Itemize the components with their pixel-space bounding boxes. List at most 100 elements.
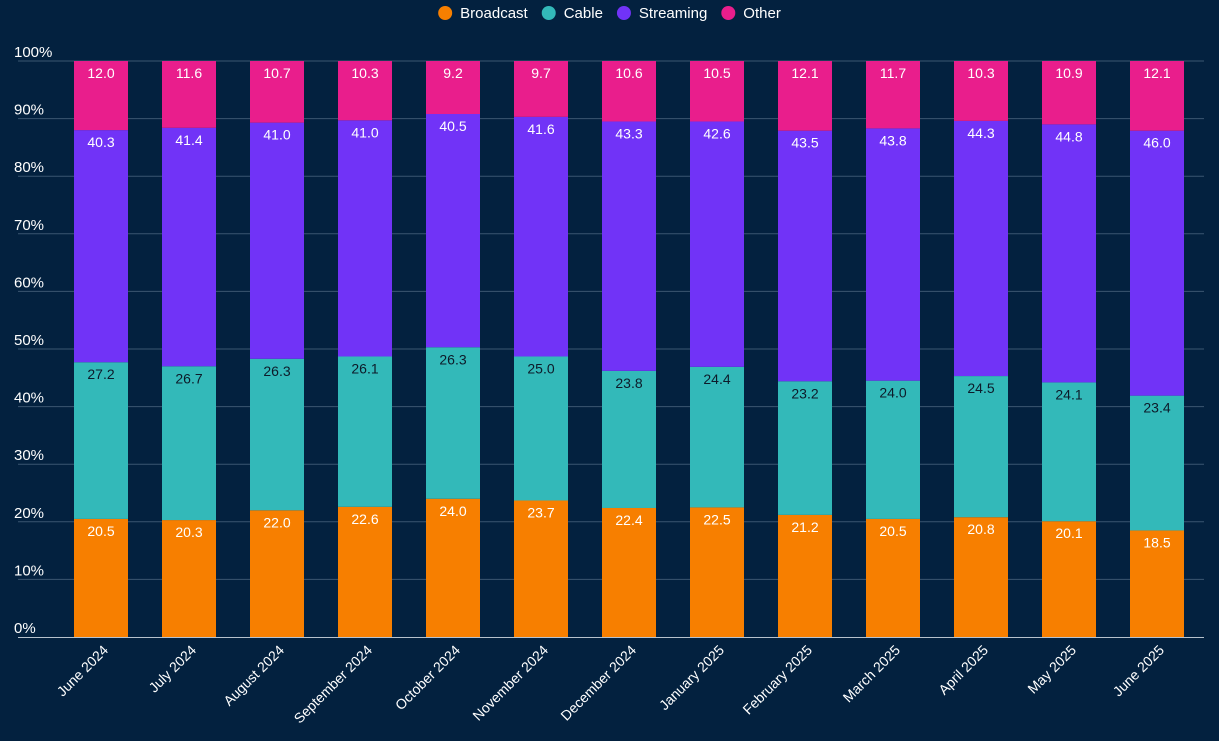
bar-segment-broadcast[interactable] xyxy=(74,518,128,637)
x-tick-label: October 2024 xyxy=(392,642,463,713)
bar-segment-broadcast[interactable] xyxy=(162,520,216,637)
data-label-cable: 23.8 xyxy=(615,375,642,391)
x-tick-label: February 2025 xyxy=(739,642,815,718)
bar-segment-cable[interactable] xyxy=(426,347,480,499)
y-tick-label: 20% xyxy=(14,505,44,522)
data-label-broadcast: 23.7 xyxy=(527,504,554,520)
bar-segment-cable[interactable] xyxy=(250,358,304,511)
data-label-other: 10.7 xyxy=(263,65,290,81)
data-label-other: 12.0 xyxy=(87,65,114,81)
bar-segment-broadcast[interactable] xyxy=(602,507,656,637)
legend-item-streaming[interactable]: Streaming xyxy=(616,5,707,22)
bar-segment-broadcast[interactable] xyxy=(426,498,480,637)
bar-segment-streaming[interactable] xyxy=(690,121,744,367)
bar-segment-streaming[interactable] xyxy=(778,130,832,382)
bar-segment-other[interactable] xyxy=(954,61,1008,121)
bar-segment-other[interactable] xyxy=(602,61,656,122)
bar-segment-cable[interactable] xyxy=(866,380,920,519)
data-label-other: 12.1 xyxy=(791,65,818,81)
bar-segment-other[interactable] xyxy=(690,61,744,122)
bar-segment-streaming[interactable] xyxy=(74,130,128,363)
bar-segment-cable[interactable] xyxy=(74,362,128,519)
x-tick-label: November 2024 xyxy=(469,642,551,724)
data-label-other: 10.9 xyxy=(1055,65,1082,81)
data-label-streaming: 43.3 xyxy=(615,125,642,141)
bar-segment-broadcast[interactable] xyxy=(778,514,832,637)
bar-segment-broadcast[interactable] xyxy=(866,518,920,637)
data-label-broadcast: 24.0 xyxy=(439,503,466,519)
bar-segment-cable[interactable] xyxy=(162,366,216,521)
bar-group-june-2025: 18.5 23.4 46.0 12.1 xyxy=(1130,61,1184,637)
data-label-streaming: 41.0 xyxy=(263,127,290,143)
bar-segment-streaming[interactable] xyxy=(1042,124,1096,383)
bar-segment-broadcast[interactable] xyxy=(1042,521,1096,637)
bar-segment-cable[interactable] xyxy=(514,356,568,501)
bar-segment-streaming[interactable] xyxy=(426,113,480,348)
x-tick-label: December 2024 xyxy=(557,642,639,724)
bar-segment-other[interactable] xyxy=(250,61,304,123)
bar-segment-streaming[interactable] xyxy=(602,121,656,371)
bar-segment-other[interactable] xyxy=(1130,61,1184,131)
data-label-broadcast: 22.5 xyxy=(703,511,730,527)
bar-segment-streaming[interactable] xyxy=(1130,130,1184,396)
legend-item-broadcast[interactable]: Broadcast xyxy=(438,5,529,22)
bar-segment-cable[interactable] xyxy=(690,366,744,508)
bar-segment-other[interactable] xyxy=(1042,61,1096,125)
data-label-cable: 24.4 xyxy=(703,371,730,387)
y-tick-label: 0% xyxy=(14,620,36,637)
bar-segment-cable[interactable] xyxy=(338,356,392,507)
legend-item-other[interactable]: Other xyxy=(721,5,781,22)
bar-segment-other[interactable] xyxy=(778,61,832,131)
bar-segment-other[interactable] xyxy=(866,61,920,129)
data-label-cable: 26.3 xyxy=(263,363,290,379)
data-label-cable: 26.1 xyxy=(351,360,378,376)
bar-segment-broadcast[interactable] xyxy=(690,507,744,637)
bar-segment-streaming[interactable] xyxy=(514,116,568,357)
legend-item-cable[interactable]: Cable xyxy=(541,5,603,22)
data-label-other: 9.7 xyxy=(531,65,551,81)
bar-segment-broadcast[interactable] xyxy=(250,510,304,637)
data-label-streaming: 44.3 xyxy=(967,125,994,141)
data-label-broadcast: 20.5 xyxy=(87,523,114,539)
bar-segment-other[interactable] xyxy=(74,61,128,131)
bar-segment-streaming[interactable] xyxy=(250,122,304,359)
data-label-other: 10.5 xyxy=(703,65,730,81)
x-tick-label: January 2025 xyxy=(656,642,727,713)
bar-group-november-2024: 23.7 25.0 41.6 9.7 xyxy=(514,61,568,637)
bar-group-february-2025: 21.2 23.2 43.5 12.1 xyxy=(778,61,832,637)
data-label-broadcast: 18.5 xyxy=(1143,534,1170,550)
data-label-broadcast: 20.3 xyxy=(175,524,202,540)
bar-segment-streaming[interactable] xyxy=(954,120,1008,377)
bar-segment-broadcast[interactable] xyxy=(514,500,568,637)
bar-segment-streaming[interactable] xyxy=(162,127,216,367)
legend-label: Other xyxy=(743,5,781,22)
data-label-streaming: 44.8 xyxy=(1055,128,1082,144)
data-label-streaming: 43.5 xyxy=(791,135,818,151)
bar-segment-broadcast[interactable] xyxy=(1130,530,1184,637)
data-label-broadcast: 22.4 xyxy=(615,512,642,528)
data-label-broadcast: 22.0 xyxy=(263,514,290,530)
bar-segment-cable[interactable] xyxy=(954,376,1008,518)
bar-group-december-2024: 22.4 23.8 43.3 10.6 xyxy=(602,61,656,637)
y-tick-label: 90% xyxy=(14,102,44,119)
bar-segment-streaming[interactable] xyxy=(338,120,392,357)
bar-segment-streaming[interactable] xyxy=(866,128,920,381)
bar-group-march-2025: 20.5 24.0 43.8 11.7 xyxy=(866,61,920,637)
y-tick-label: 100% xyxy=(14,44,52,61)
bar-segment-broadcast[interactable] xyxy=(338,506,392,637)
data-label-other: 11.7 xyxy=(880,65,906,81)
y-tick-label: 40% xyxy=(14,390,44,407)
data-label-streaming: 43.8 xyxy=(879,132,906,148)
bar-segment-other[interactable] xyxy=(514,61,568,117)
y-tick-label: 70% xyxy=(14,217,44,234)
data-label-streaming: 46.0 xyxy=(1143,135,1170,151)
bar-segment-other[interactable] xyxy=(338,61,392,121)
bar-segment-other[interactable] xyxy=(162,61,216,128)
bar-segment-cable[interactable] xyxy=(1042,382,1096,522)
bar-segment-other[interactable] xyxy=(426,61,480,114)
bar-segment-cable[interactable] xyxy=(1130,395,1184,531)
bar-segment-broadcast[interactable] xyxy=(954,517,1008,637)
bar-segment-cable[interactable] xyxy=(778,381,832,515)
bar-segment-cable[interactable] xyxy=(602,370,656,508)
